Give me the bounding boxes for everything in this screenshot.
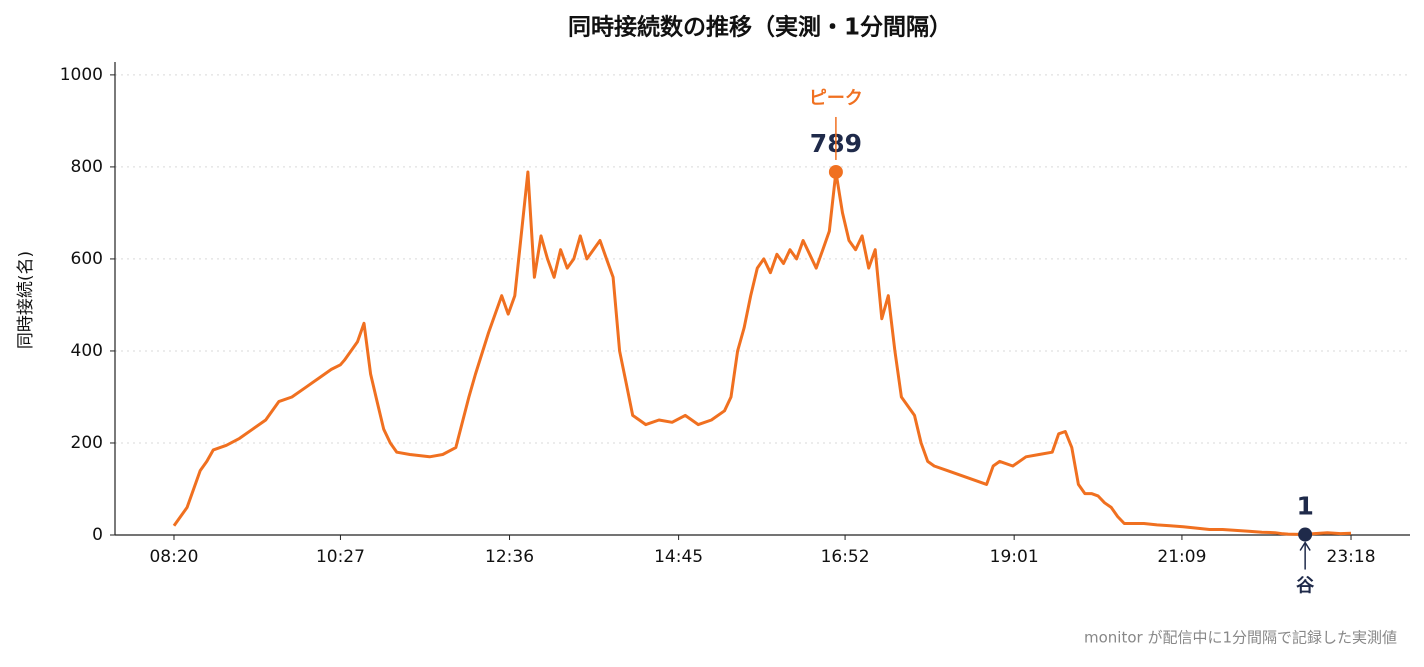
y-axis-label: 同時接続(名): [16, 251, 36, 349]
y-tick-label: 800: [71, 157, 103, 177]
footnote: monitor が配信中に1分間隔で記録した実測値: [1084, 629, 1397, 647]
line: [172, 170, 1352, 536]
x-tick-label: 19:01: [990, 547, 1039, 567]
annotation-label: 谷: [1296, 576, 1315, 597]
annotation-value: 1: [1296, 492, 1313, 521]
x-tick-label: 12:36: [485, 547, 534, 567]
annotation-marker: [828, 164, 843, 179]
x-tick-label: 21:09: [1157, 547, 1206, 567]
y-tick-label: 1000: [60, 65, 103, 85]
chart-title: 同時接続数の推移（実測・1分間隔）: [568, 14, 952, 41]
x-tick-label: 23:18: [1327, 547, 1376, 567]
annotation-label: ピーク: [809, 88, 863, 109]
annotation-marker: [1298, 527, 1313, 542]
y-tick-label: 0: [92, 525, 103, 545]
y-tick-label: 200: [71, 433, 103, 453]
x-tick-label: 14:45: [654, 547, 703, 567]
x-tick-label: 16:52: [821, 547, 870, 567]
y-tick-label: 600: [71, 249, 103, 269]
x-tick-label: 10:27: [316, 547, 365, 567]
x-tick-label: 08:20: [149, 547, 198, 567]
annotation-arrowhead: [1299, 541, 1311, 551]
y-tick-label: 400: [71, 341, 103, 361]
